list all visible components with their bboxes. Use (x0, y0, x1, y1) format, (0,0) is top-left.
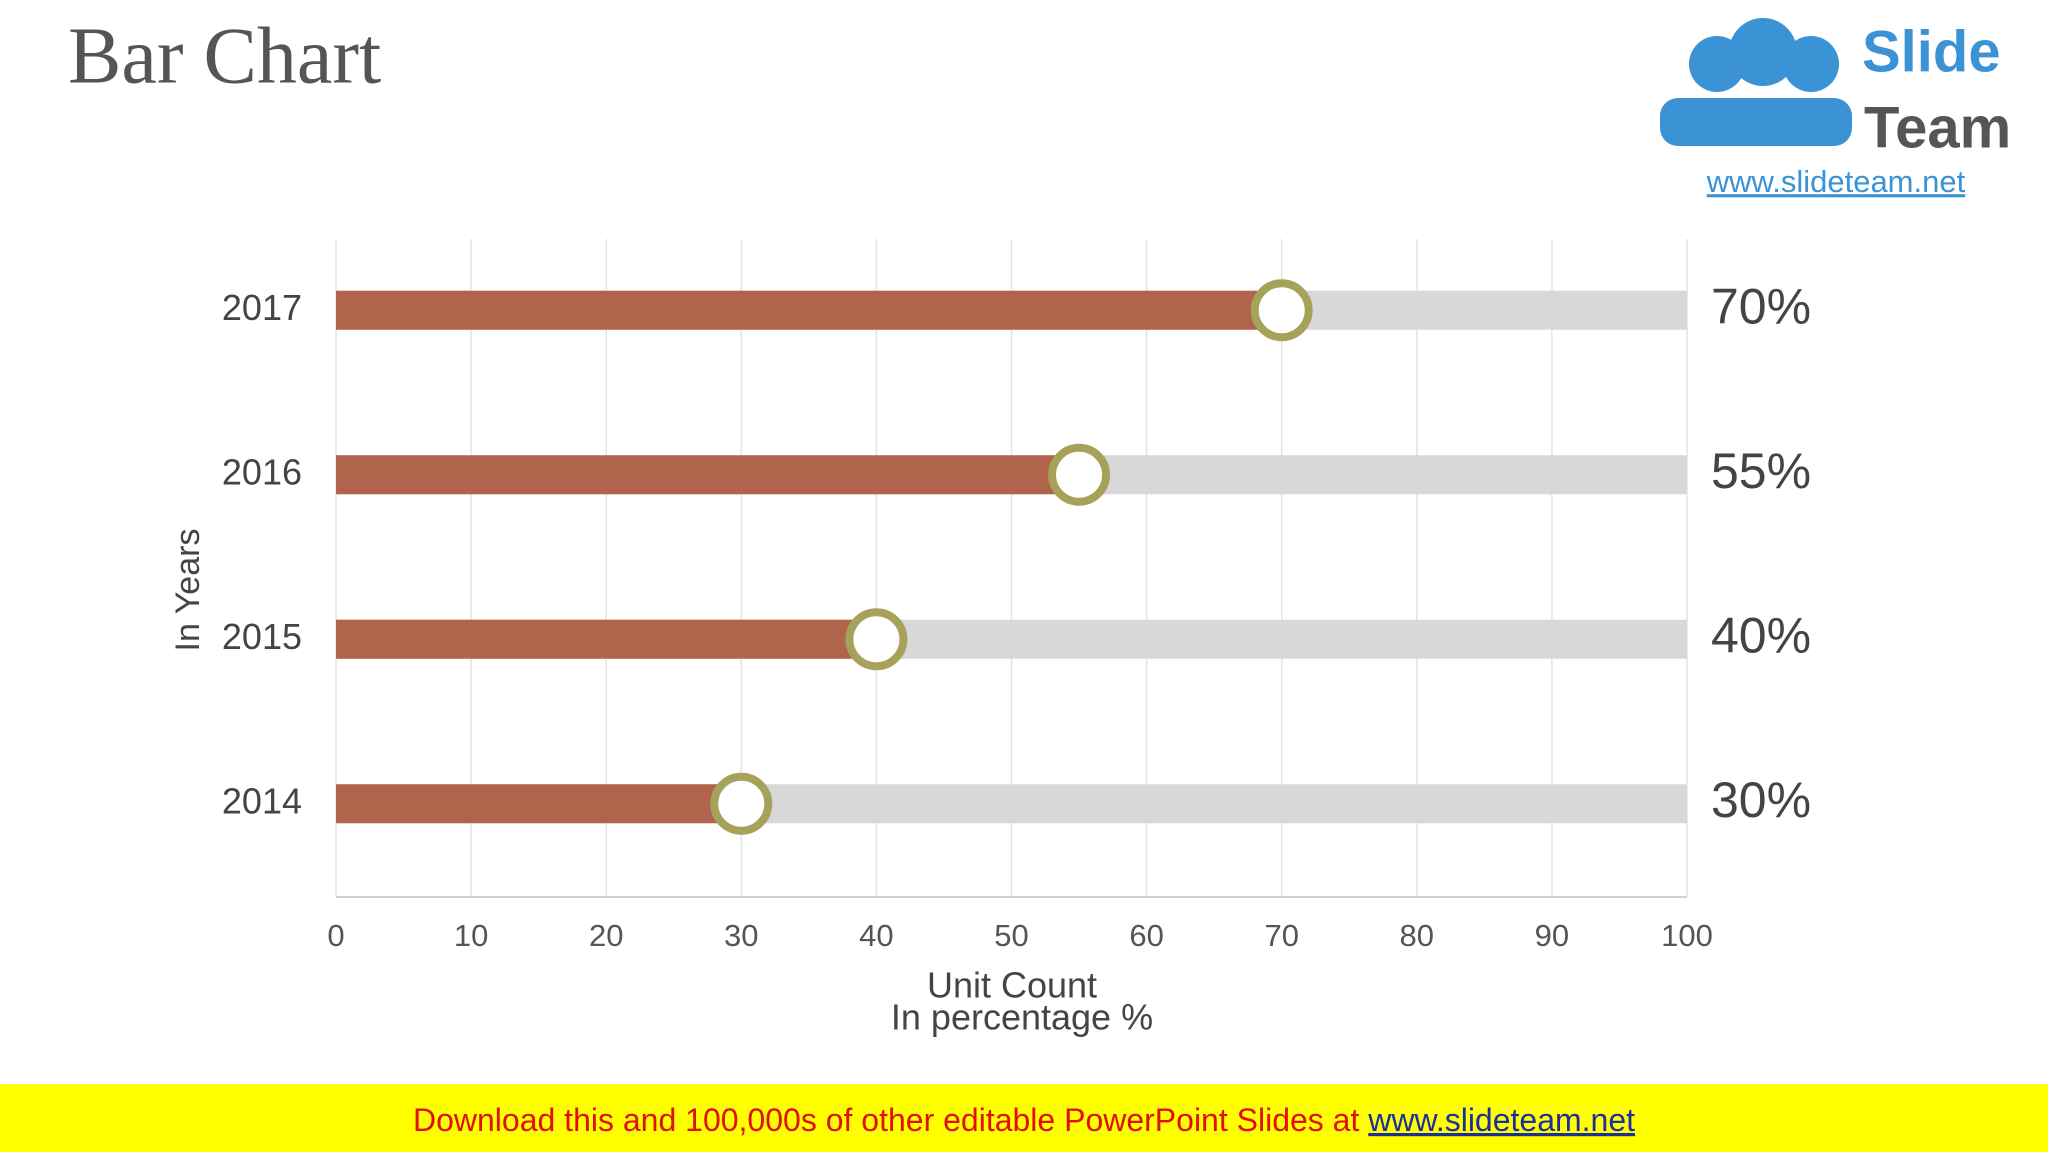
logo: Slide Team www.slideteam.net (1640, 0, 2048, 199)
logo-head (1783, 36, 1839, 92)
footer-band (0, 1084, 2048, 1152)
chart-title: Bar Chart (68, 12, 381, 100)
value-label: 40% (1711, 607, 1811, 663)
footer-link[interactable]: www.slideteam.net (1367, 1102, 1635, 1138)
y-tick-label: 2015 (222, 616, 302, 657)
x-tick-label: 90 (1535, 918, 1569, 953)
x-tick-label: 30 (724, 918, 758, 953)
x-tick-label: 60 (1129, 918, 1163, 953)
value-label: 70% (1711, 278, 1811, 334)
bar-marker (845, 608, 908, 671)
x-tick-label: 40 (859, 918, 893, 953)
y-axis-label: In Years (169, 529, 207, 652)
logo-word: Slide (1862, 19, 2001, 84)
logo-url[interactable]: www.slideteam.net (1706, 164, 1966, 199)
bar-marker (710, 772, 773, 835)
bar (336, 290, 1282, 330)
value-label: 55% (1711, 443, 1811, 499)
x-axis-label: Unit Count (927, 965, 1097, 1006)
logo-word: Team (1864, 95, 2011, 160)
x-tick-label: 80 (1400, 918, 1434, 953)
footer-message: Download this and 100,000s of other edit… (413, 1102, 1368, 1138)
footer-text: Download this and 100,000s of other edit… (413, 1102, 1635, 1138)
y-tick-label: 2017 (222, 287, 302, 328)
x-tick-label: 0 (327, 918, 344, 953)
value-label: 30% (1711, 772, 1811, 828)
bar-marker (1048, 443, 1111, 506)
x-tick-label: 100 (1661, 918, 1713, 953)
bar (336, 619, 877, 659)
x-tick-label: 10 (454, 918, 488, 953)
bar (336, 455, 1080, 495)
y-tick-label: 2016 (222, 451, 302, 492)
logo-head (1729, 18, 1797, 86)
x-tick-label: 20 (589, 918, 623, 953)
x-tick-label: 50 (994, 918, 1028, 953)
bar-marker (1250, 279, 1313, 342)
x-tick-label: 70 (1264, 918, 1298, 953)
bar (336, 784, 742, 824)
logo-bodies (1660, 98, 1852, 146)
y-tick-label: 2014 (222, 780, 302, 821)
x-axis-label: In percentage % (891, 997, 1153, 1038)
